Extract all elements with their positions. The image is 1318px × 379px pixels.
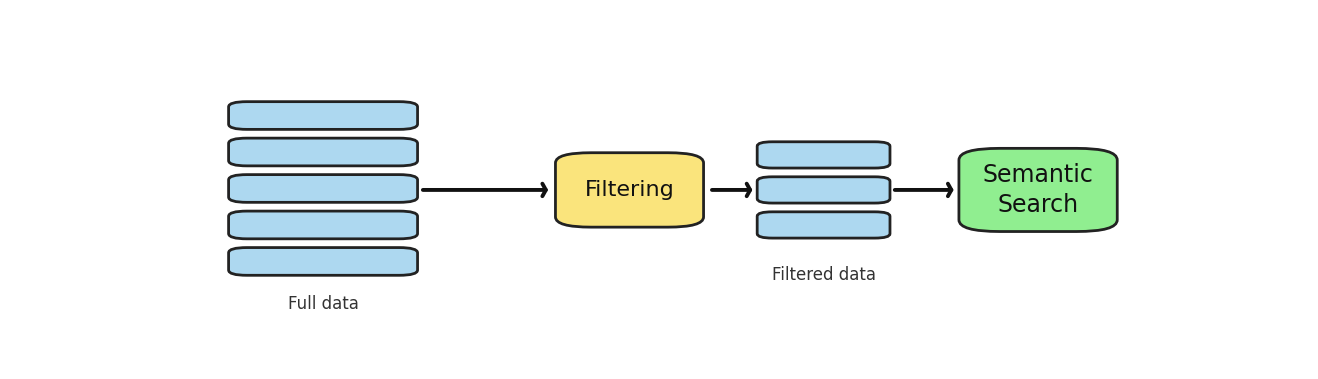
FancyBboxPatch shape (228, 102, 418, 129)
Text: Semantic
Search: Semantic Search (983, 163, 1094, 217)
FancyBboxPatch shape (758, 177, 890, 203)
FancyBboxPatch shape (228, 247, 418, 275)
FancyBboxPatch shape (228, 138, 418, 166)
Text: Filtered data: Filtered data (771, 266, 875, 283)
FancyBboxPatch shape (228, 211, 418, 239)
FancyBboxPatch shape (758, 142, 890, 168)
FancyBboxPatch shape (960, 148, 1118, 232)
FancyBboxPatch shape (555, 153, 704, 227)
Text: Filtering: Filtering (585, 180, 675, 200)
FancyBboxPatch shape (758, 212, 890, 238)
Text: Full data: Full data (287, 295, 358, 313)
FancyBboxPatch shape (228, 175, 418, 202)
